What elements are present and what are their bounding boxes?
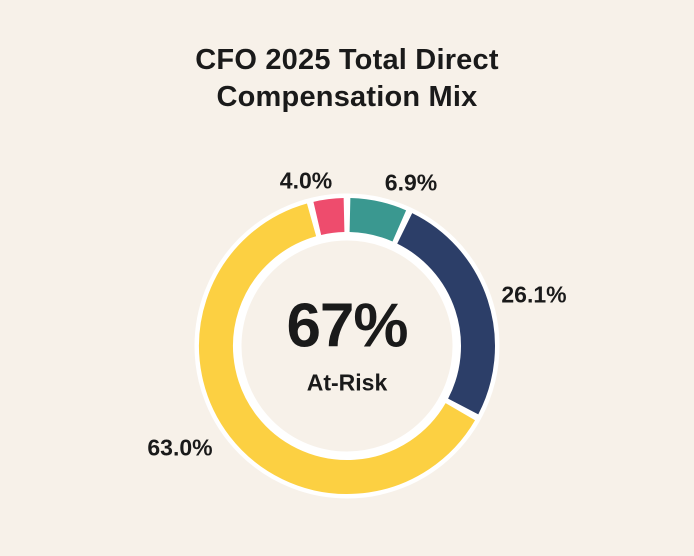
- chart-title-line1: CFO 2025 Total Direct: [195, 44, 499, 76]
- chart-title: CFO 2025 Total Direct Compensation Mix: [0, 42, 694, 116]
- chart-title-line2: Compensation Mix: [216, 81, 478, 113]
- segment-label-teal: 6.9%: [384, 169, 438, 196]
- segment-label-yellow: 63.0%: [147, 434, 213, 461]
- segment-label-pink: 4.0%: [279, 167, 333, 194]
- segment-label-navy: 26.1%: [501, 281, 567, 308]
- donut-segment-teal: [349, 198, 407, 242]
- donut-segment-pink: [313, 198, 345, 236]
- donut-segment-yellow: [199, 203, 476, 494]
- donut-segment-navy: [396, 213, 495, 415]
